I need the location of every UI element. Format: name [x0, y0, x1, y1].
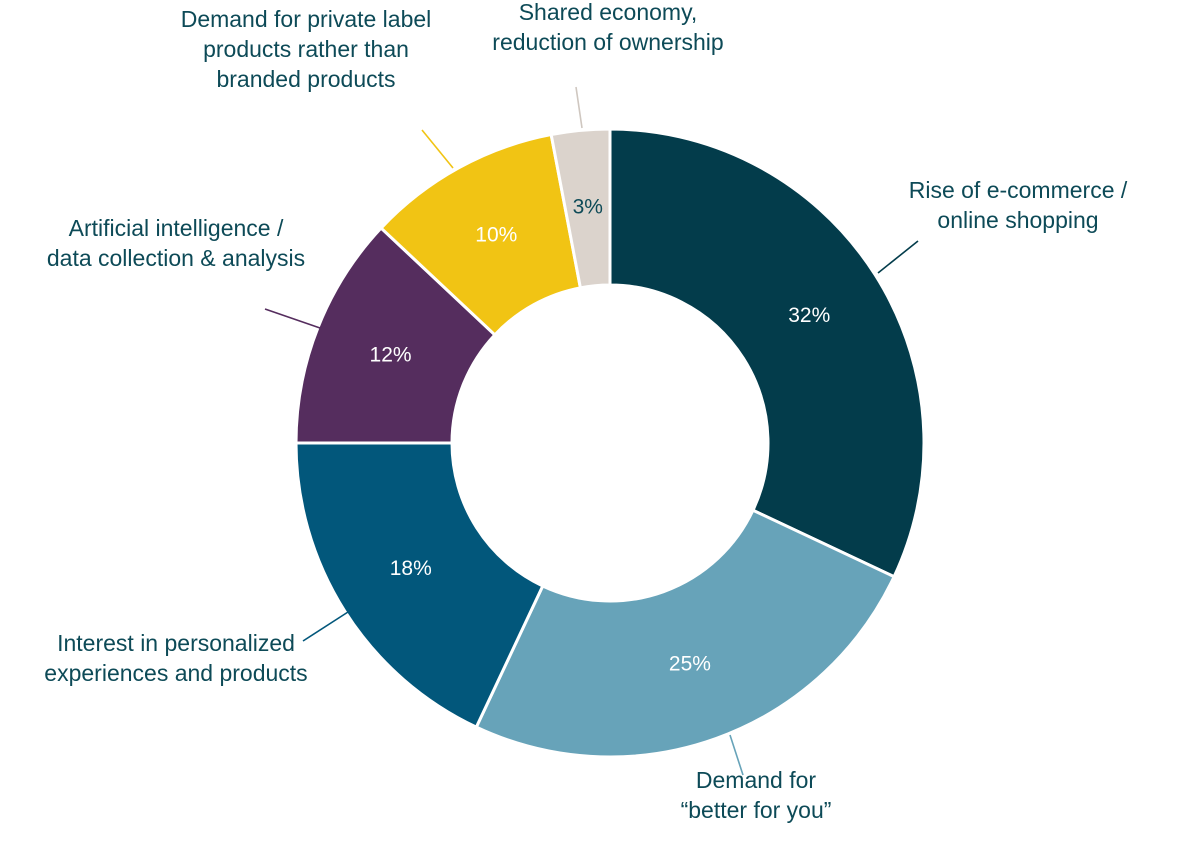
category-label-demand-for-private-label-products-rather-than-branded-products: Demand for private label products rather … [181, 6, 432, 92]
value-label-interest-in-personalized-experiences-and-products: 18% [390, 557, 432, 580]
value-label-rise-of-e-commerce-online-shopping: 32% [788, 304, 830, 327]
slice-demand-for-better-for-you [474, 508, 897, 759]
value-label-shared-economy-reduction-of-ownership: 3% [573, 196, 603, 219]
leader-line-interest-in-personalized-experiences-and-products [302, 611, 349, 642]
category-label-artificial-intelligence-data-collection-analysis: Artificial intelligence / data collection… [47, 215, 305, 271]
leader-line-demand-for-better-for-you [729, 734, 744, 776]
leader-line-rise-of-e-commerce-online-shopping [877, 240, 919, 274]
slice-shared-economy-reduction-of-ownership [549, 127, 612, 290]
slice-rise-of-e-commerce-online-shopping [608, 127, 926, 579]
value-label-demand-for-better-for-you: 25% [669, 653, 711, 676]
category-label-interest-in-personalized-experiences-and-products: Interest in personalized experiences and … [44, 630, 307, 686]
leader-line-artificial-intelligence-data-collection-analysis [264, 308, 321, 329]
category-label-shared-economy-reduction-of-ownership: Shared economy, reduction of ownership [492, 0, 723, 55]
value-label-demand-for-private-label-products-rather-than-branded-products: 10% [475, 224, 517, 247]
leader-line-shared-economy-reduction-of-ownership [575, 86, 583, 129]
slice-interest-in-personalized-experiences-and-products [294, 441, 545, 730]
slice-artificial-intelligence-data-collection-analysis [294, 225, 497, 445]
leader-line-demand-for-private-label-products-rather-than-branded-products [421, 129, 454, 169]
category-label-demand-for-better-for-you: Demand for “better for you” [681, 767, 832, 823]
value-label-artificial-intelligence-data-collection-analysis: 12% [370, 344, 412, 367]
category-label-rise-of-e-commerce-online-shopping: Rise of e-commerce / online shopping [909, 177, 1128, 233]
